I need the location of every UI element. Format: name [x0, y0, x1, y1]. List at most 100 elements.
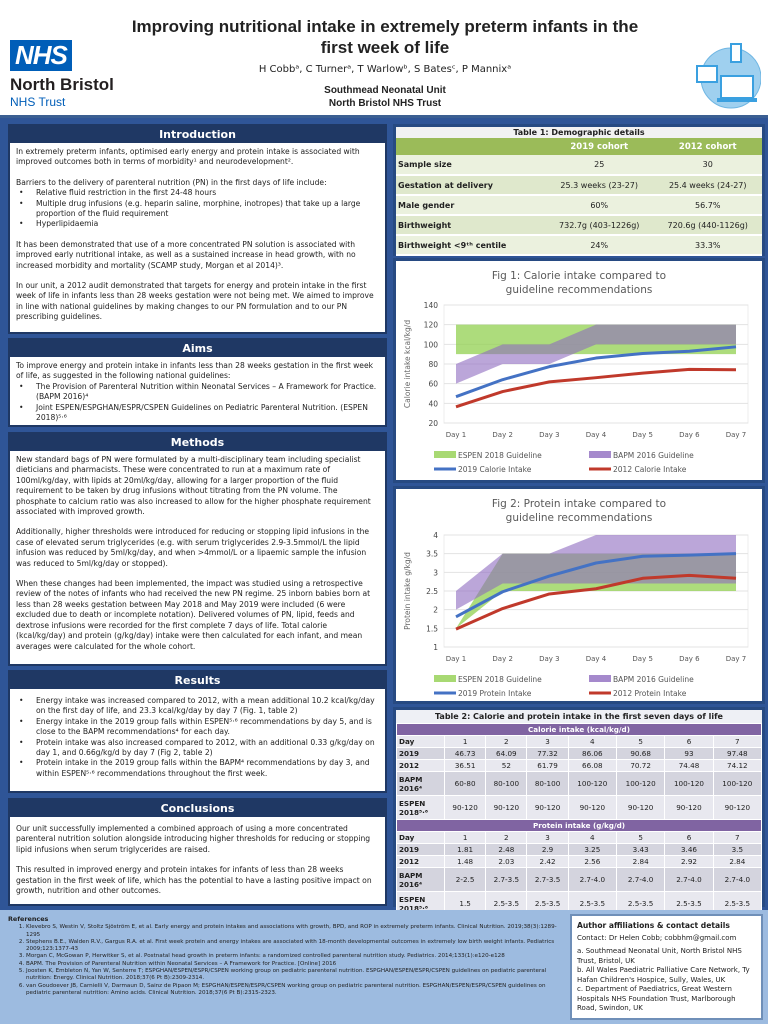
- table-cell: 2.7-4.0: [664, 867, 714, 892]
- list-item: Energy intake in the 2019 group falls wi…: [16, 717, 379, 738]
- conclusions-panel: Conclusions Our unit successfully implem…: [8, 798, 387, 906]
- contact-text: Contact: Dr Helen Cobb; cobbhm@gmail.com: [577, 933, 737, 942]
- x-tick-label: Day 2: [492, 431, 513, 439]
- list-item: Energy intake was increased compared to …: [16, 696, 379, 717]
- row-label: Birthweight <9ᵗʰ centile: [396, 235, 545, 256]
- list-item: Protein intake in the 2019 group falls w…: [16, 758, 379, 779]
- x-tick-label: Day 7: [726, 655, 747, 663]
- table-cell: 732.7g (403-1226g): [544, 215, 654, 236]
- x-tick-label: Day 2: [492, 655, 513, 663]
- table-cell: 30: [653, 155, 762, 176]
- y-tick-label: 20: [428, 419, 438, 428]
- unit-line: North Bristol NHS Trust: [328, 98, 442, 109]
- methods-text: When these changes had been implemented,…: [16, 579, 371, 651]
- nhs-logo-box: NHS: [10, 40, 72, 71]
- table-cell: 2.9: [526, 843, 569, 856]
- table-cell: 1: [443, 735, 487, 748]
- x-tick-label: Day 6: [679, 655, 700, 663]
- series-line: [455, 367, 737, 409]
- table-cell: 93: [664, 747, 714, 760]
- intake-table: Calorie intake (kcal/kg/d) Day 1 2 3 4 5 6 7 2019…: [396, 723, 763, 916]
- table1-box: Table 1: Demographic details 2019 cohort…: [393, 124, 765, 256]
- table-cell: 2.7-4.0: [567, 867, 617, 892]
- row-label: Day: [396, 831, 445, 844]
- y-tick-label: 120: [424, 321, 439, 330]
- table-cell: 2: [485, 831, 528, 844]
- table-cell: 61.79: [526, 759, 569, 772]
- methods-text: New standard bags of PN were formulated …: [16, 455, 371, 517]
- table-cell: 66.08: [567, 759, 617, 772]
- table-row: Gestation at delivery 25.3 weeks (23-27) 2…: [396, 175, 762, 196]
- series-line: [455, 573, 737, 631]
- legend-label: 2019 Calorie Intake: [458, 465, 532, 474]
- intro-text: Barriers to the delivery of parenteral n…: [16, 177, 327, 187]
- y-tick-label: 2: [433, 606, 438, 615]
- table-cell: 2.42: [526, 855, 569, 868]
- table-cell: 90-120: [664, 795, 714, 820]
- nhs-logo: NHS North Bristol NHS Trust: [10, 40, 114, 109]
- table-cell: 3.43: [615, 843, 666, 856]
- table-row: BAPM 2016⁴ 60-80 80-100 80-100 100-120 100-12…: [396, 771, 763, 796]
- row-label: BAPM 2016⁴: [396, 771, 445, 796]
- y-tick-label: 140: [424, 301, 439, 310]
- intro-text: In our unit, a 2012 audit demonstrated t…: [16, 281, 374, 322]
- poster-title: Improving nutritional intake in extremel…: [131, 17, 639, 57]
- section-heading: Methods: [10, 434, 385, 451]
- table-cell: 2.7-4.0: [615, 867, 666, 892]
- y-tick-label: 4: [433, 531, 438, 540]
- table-cell: 56.7%: [653, 195, 762, 216]
- table-cell: 90-120: [526, 795, 569, 820]
- table-cell: 2.48: [485, 843, 528, 856]
- x-tick-label: Day 4: [586, 431, 607, 439]
- y-tick-label: 3: [433, 568, 438, 577]
- table-header-row: 2019 cohort 2012 cohort: [396, 138, 762, 155]
- legend-label: 2012 Protein Intake: [613, 689, 687, 698]
- references: References Klevebro S, Westin V, Stoltz …: [8, 915, 563, 997]
- legend-label: 2019 Protein Intake: [458, 689, 532, 698]
- guideline-band: [456, 324, 736, 384]
- table-cell: 7: [712, 831, 763, 844]
- table-cell: 2: [485, 735, 528, 748]
- affiliation-item: c. Department of Paediatrics, Great West…: [577, 985, 736, 1012]
- x-tick-label: Day 5: [632, 431, 653, 439]
- table-cell: 90-120: [615, 795, 666, 820]
- table-cell: 6: [664, 735, 714, 748]
- table-row: Day 1 2 3 4 5 6 7: [396, 735, 763, 748]
- reference-item: BAPM. The Provision of Parenteral Nutrit…: [26, 961, 563, 968]
- row-label: Day: [396, 735, 445, 748]
- table-cell: 1: [443, 831, 487, 844]
- legend-swatch: [434, 675, 456, 682]
- references-heading: References: [8, 915, 49, 923]
- legend-label: BAPM 2016 Guideline: [613, 451, 694, 460]
- table-cell: 33.3%: [653, 235, 762, 256]
- authors: H Cobbᵃ, C Turnerᵃ, T Warlowᵇ, S Batesᶜ,…: [258, 64, 512, 75]
- table-cell: 52: [485, 759, 528, 772]
- table-cell: 80-100: [485, 771, 528, 796]
- table-cell: 2.03: [485, 855, 528, 868]
- unit-line: Southmead Neonatal Unit: [324, 85, 446, 96]
- table-cell: 5: [615, 831, 666, 844]
- section-heading: Results: [10, 672, 385, 689]
- table-cell: 25: [544, 155, 654, 176]
- table-cell: 6: [664, 831, 714, 844]
- table-cell: 3: [526, 831, 569, 844]
- intro-text: It has been demonstrated that use of a m…: [16, 239, 356, 270]
- table-cell: 100-120: [712, 771, 763, 796]
- table2-box: Table 2: Calorie and protein intake in t…: [393, 707, 765, 916]
- table-cell: 90.68: [615, 747, 666, 760]
- legend-swatch: [589, 675, 611, 682]
- methods-panel: Methods New standard bags of PN were for…: [8, 432, 387, 666]
- y-tick-label: 40: [428, 399, 438, 408]
- table-cell: 36.51: [443, 759, 487, 772]
- table-cell: 97.48: [712, 747, 763, 760]
- table-row: 2019 1.81 2.48 2.9 3.25 3.43 3.46 3.5: [396, 843, 763, 856]
- table-row: BAPM 2016⁴ 2-2.5 2.7-3.5 2.7-3.5 2.7-4.0 2.7-…: [396, 867, 763, 892]
- chart-title: guideline recommendations: [506, 512, 653, 524]
- table-cell: 74.48: [664, 759, 714, 772]
- table-row: Birthweight 732.7g (403-1226g) 720.6g (440…: [396, 215, 762, 236]
- table1-caption: Table 1: Demographic details: [513, 128, 645, 137]
- reference-item: Joosten K, Embleton N, Yan W, Senterre T…: [26, 968, 563, 983]
- list-item: Protein intake was also increased compar…: [16, 738, 379, 759]
- table-cell: 1.48: [443, 855, 487, 868]
- table-cell: 2.56: [567, 855, 617, 868]
